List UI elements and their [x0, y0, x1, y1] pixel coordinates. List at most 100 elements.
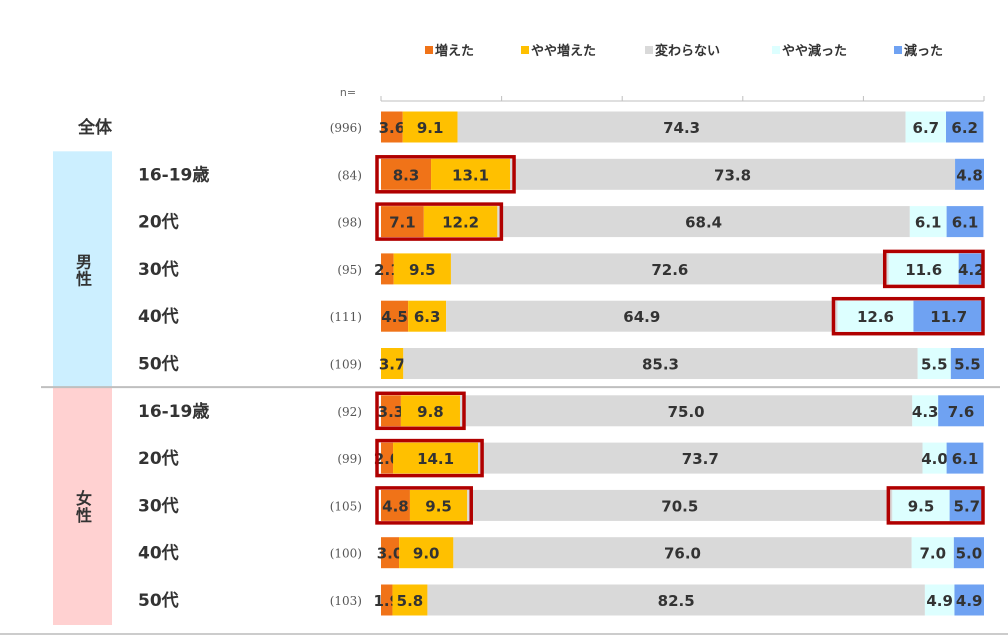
row-label: 16-19歳 — [138, 401, 209, 422]
data-label-unchanged: 72.6 — [651, 261, 688, 279]
highlight-box — [375, 486, 473, 525]
row-label: 20代 — [138, 212, 179, 233]
bar-slightly_decreased — [911, 537, 954, 569]
row-label: 全体 — [77, 117, 113, 138]
bar-increased — [381, 253, 394, 285]
row-label: 16-19歳 — [138, 164, 209, 185]
bar-slightly_decreased — [924, 584, 955, 616]
bar-increased — [381, 442, 394, 474]
bar-slightly_decreased — [909, 206, 947, 238]
row-n: (996) — [330, 121, 362, 135]
data-label-unchanged: 85.3 — [642, 356, 679, 374]
bar-slightly_increased — [393, 253, 451, 285]
data-label-increased: 8.3 — [393, 166, 420, 184]
data-label-slightly_increased: 6.3 — [414, 308, 441, 326]
bar-decreased — [953, 537, 984, 569]
bar-slightly_increased — [399, 537, 454, 569]
bar-unchanged — [450, 253, 889, 285]
legend-swatch-slightly_increased — [521, 46, 529, 54]
male-label-char: 性 — [76, 269, 92, 288]
data-label-decreased: 11.7 — [930, 308, 967, 326]
data-label-slightly_decreased: 9.5 — [908, 497, 935, 515]
bar-unchanged — [510, 158, 956, 190]
data-label-unchanged: 75.0 — [668, 403, 705, 421]
bar-decreased — [958, 253, 984, 285]
bar-decreased — [913, 300, 984, 332]
bar-increased — [381, 158, 432, 190]
data-label-decreased: 5.7 — [954, 497, 981, 515]
row-label: 40代 — [138, 543, 179, 564]
female-label-char: 性 — [76, 506, 92, 525]
bar-slightly_decreased — [837, 300, 914, 332]
bar-increased — [381, 395, 401, 427]
bar-slightly_increased — [408, 300, 447, 332]
data-label-decreased: 7.6 — [948, 403, 975, 421]
bar-unchanged — [403, 348, 918, 379]
bar-decreased — [946, 442, 984, 474]
data-label-unchanged: 76.0 — [664, 545, 701, 563]
data-label-increased: 3.6 — [379, 119, 406, 137]
data-label-slightly_decreased: 5.5 — [921, 356, 948, 374]
data-label-decreased: 6.1 — [952, 450, 979, 468]
bottom-divider — [0, 633, 1008, 635]
legend: 増えた やや増えた 変わらない やや減った 減った — [425, 43, 943, 59]
row-n: (100) — [330, 547, 362, 561]
highlight-box — [375, 155, 516, 194]
legend-label-unchanged: 変わらない — [655, 43, 720, 59]
male-band — [53, 151, 112, 389]
highlight-box — [375, 438, 484, 478]
data-label-slightly_increased: 3.7 — [379, 356, 406, 374]
bar-slightly_decreased — [912, 395, 939, 427]
bar-slightly_increased — [392, 584, 428, 616]
data-label-decreased: 5.5 — [954, 356, 981, 374]
bar-increased — [381, 584, 393, 616]
data-label-slightly_decreased: 7.0 — [919, 545, 946, 563]
data-label-unchanged: 74.3 — [663, 119, 700, 137]
male-label-char: 男 — [76, 252, 92, 271]
bar-slightly_decreased — [888, 253, 959, 285]
highlight-box — [375, 391, 466, 431]
data-label-decreased: 6.1 — [952, 214, 979, 232]
bar-slightly_increased — [400, 395, 460, 427]
data-label-slightly_increased: 9.5 — [425, 497, 452, 515]
data-label-increased: 4.8 — [382, 497, 409, 515]
data-label-decreased: 4.2 — [958, 261, 985, 279]
legend-swatch-decreased — [894, 46, 902, 54]
data-label-unchanged: 73.8 — [714, 166, 751, 184]
data-label-decreased: 6.2 — [951, 119, 978, 137]
row-label: 50代 — [138, 354, 179, 375]
bar-slightly_decreased — [892, 489, 950, 521]
bar-slightly_increased — [402, 111, 458, 143]
bar-slightly_increased — [431, 158, 511, 190]
data-label-unchanged: 64.9 — [623, 308, 660, 326]
bar-unchanged — [446, 300, 838, 332]
legend-swatch-increased — [425, 46, 433, 54]
data-label-increased: 7.1 — [389, 214, 416, 232]
row-n: (109) — [330, 358, 362, 372]
bar-increased — [381, 111, 403, 143]
row-n: (95) — [337, 263, 362, 277]
legend-swatch-unchanged — [645, 46, 653, 54]
bar-decreased — [946, 111, 984, 143]
data-label-slightly_increased: 14.1 — [417, 450, 454, 468]
data-label-slightly_decreased: 4.9 — [926, 592, 953, 610]
data-label-decreased: 4.8 — [956, 166, 983, 184]
legend-label-increased: 増えた — [435, 43, 474, 59]
bar-slightly_increased — [381, 348, 404, 379]
row-label: 20代 — [138, 448, 179, 469]
data-label-decreased: 5.0 — [956, 545, 983, 563]
bar-slightly_increased — [393, 442, 479, 474]
bar-decreased — [955, 158, 984, 190]
female-label-char: 女 — [76, 489, 92, 508]
bar-slightly_decreased — [922, 442, 947, 474]
bar-unchanged — [467, 489, 893, 521]
bar-unchanged — [497, 206, 910, 238]
bar-increased — [381, 300, 409, 332]
bar-unchanged — [453, 537, 912, 569]
data-label-unchanged: 68.4 — [685, 214, 722, 232]
axis: n= — [340, 86, 985, 102]
data-label-slightly_increased: 9.0 — [413, 545, 440, 563]
row-label: 30代 — [138, 259, 179, 280]
bar-unchanged — [457, 111, 906, 143]
